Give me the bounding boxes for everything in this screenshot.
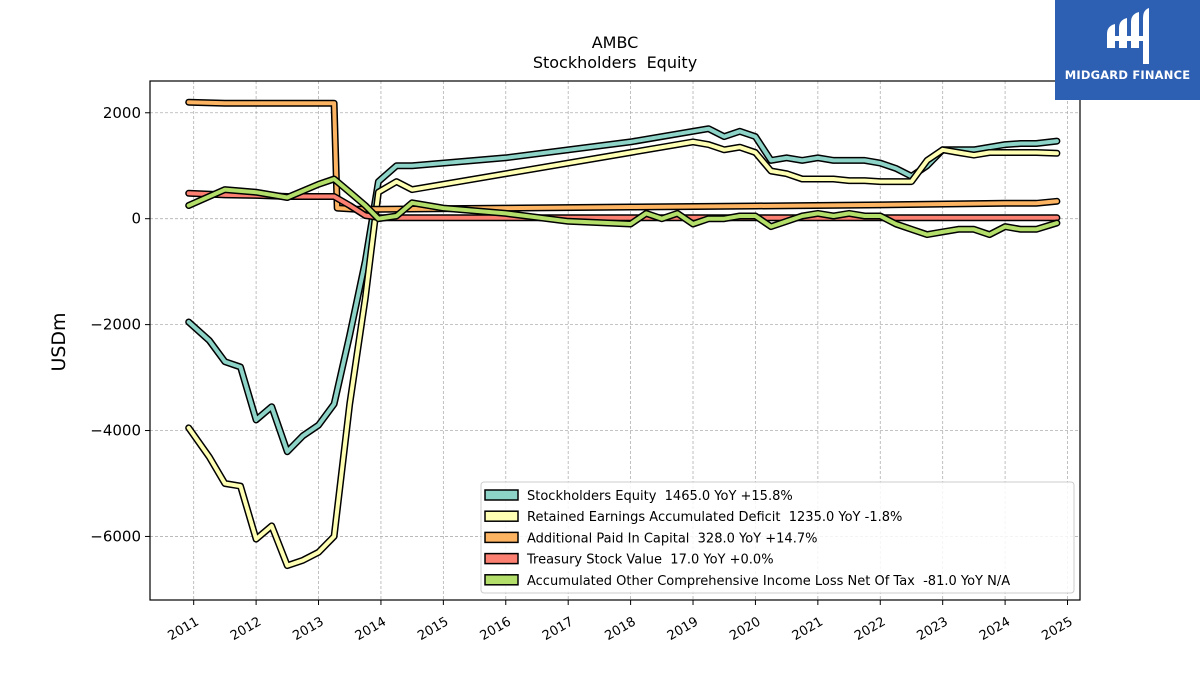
legend-swatch [484, 531, 519, 544]
chart-title: AMBC [592, 33, 639, 52]
legend-box [480, 481, 1075, 594]
y-tick-label: −4000 [90, 422, 141, 440]
legend: Stockholders Equity 1465.0 YoY +15.8% Ret… [480, 481, 1075, 594]
legend-swatch [484, 574, 519, 586]
series-line-1 [186, 139, 1059, 568]
y-axis-label: USDm [48, 312, 70, 371]
y-tick-label: 2000 [103, 104, 141, 122]
legend-label: Stockholders Equity 1465.0 YoY +15.8% [527, 489, 793, 504]
legend-label: Retained Earnings Accumulated Deficit 12… [527, 510, 902, 525]
series-lines [185, 98, 1061, 570]
y-axis-ticks: 2000 0 −2000 −4000 −6000 [90, 104, 150, 545]
legend-swatch [484, 489, 519, 501]
legend-label: Accumulated Other Comprehensive Income L… [527, 574, 1010, 589]
chart-subtitle: Stockholders Equity [533, 53, 697, 72]
legend-label: Additional Paid In Capital 328.0 YoY +14… [527, 531, 817, 546]
midgard-logo-icon [1107, 8, 1149, 64]
plot-frame [149, 80, 1081, 601]
series-line-4 [186, 177, 1059, 237]
logo-text: MIDGARD FINANCE [1064, 68, 1191, 82]
brand-logo: MIDGARD FINANCE [1055, 0, 1200, 100]
legend-label: Treasury Stock Value 17.0 YoY +0.0% [526, 553, 774, 568]
y-tick-label: −6000 [90, 527, 141, 545]
y-tick-label: 0 [131, 210, 141, 228]
y-tick-label: −2000 [90, 316, 141, 334]
legend-swatch [484, 510, 519, 522]
legend-swatch [484, 552, 519, 565]
